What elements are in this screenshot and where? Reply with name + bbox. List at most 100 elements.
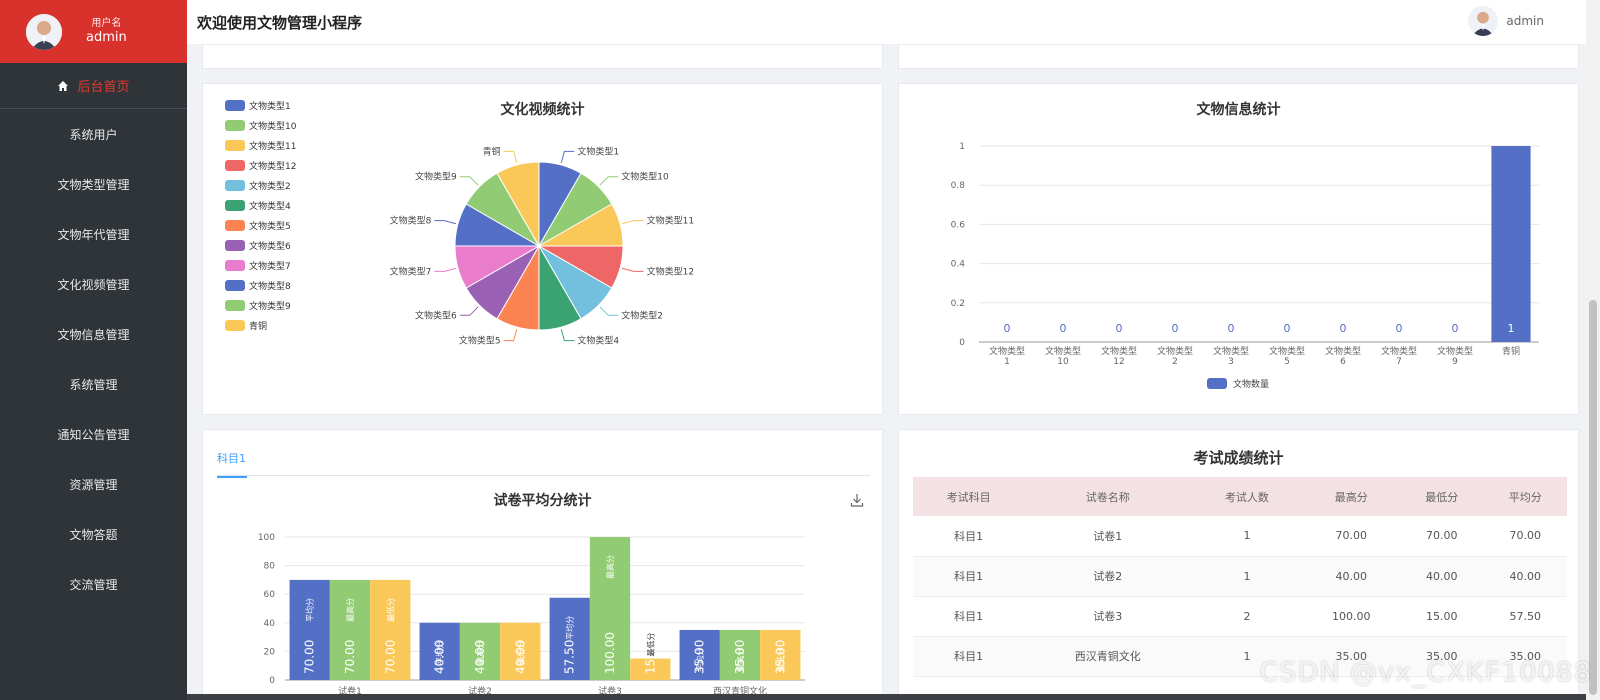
bar-series-label: 平均分	[305, 598, 315, 622]
x-tick-label: 文物类型 2	[1157, 345, 1193, 367]
bar[interactable]	[500, 622, 541, 680]
pie-legend-item[interactable]: 文物类型11	[225, 139, 296, 152]
pie-slice-label: 文物类型6	[415, 309, 457, 321]
user-label: 用户名	[91, 17, 122, 29]
bar-series-label: 平均分	[565, 616, 575, 640]
pie-legend-item[interactable]: 文物类型12	[225, 159, 296, 172]
tab-subject-1[interactable]: 科目1	[217, 450, 247, 478]
bar[interactable]	[289, 579, 330, 680]
x-tick-label: 文物类型 7	[1381, 345, 1417, 367]
pie-legend-item[interactable]: 文物类型9	[225, 299, 291, 312]
header-user[interactable]: admin	[1468, 6, 1544, 36]
bar[interactable]	[329, 579, 371, 680]
bar[interactable]	[630, 658, 671, 680]
scrollbar-thumb[interactable]	[1589, 300, 1597, 695]
pie-legend-item[interactable]: 文物类型10	[225, 119, 296, 132]
sidebar-item[interactable]: 交流管理	[0, 559, 187, 609]
avatar-icon	[26, 13, 62, 50]
bar[interactable]	[719, 629, 761, 680]
legend-swatch	[225, 100, 245, 111]
bar-value-label: 1	[1508, 322, 1515, 335]
x-tick-label: 文物类型 3	[1213, 345, 1249, 367]
legend-swatch	[225, 120, 245, 131]
legend-swatch	[225, 220, 245, 231]
bar-value-label: 35.00	[733, 640, 747, 674]
table-cell: 科目1	[913, 636, 1025, 677]
sidebar-item[interactable]: 系统管理	[0, 359, 187, 409]
sidebar-item[interactable]: 文物类型管理	[0, 159, 187, 209]
sidebar-item[interactable]: 文物信息管理	[0, 309, 187, 359]
pie-slice[interactable]	[496, 161, 540, 248]
pie-legend-item[interactable]: 文物类型4	[225, 199, 291, 212]
pie-legend-item[interactable]: 文物类型1	[225, 99, 291, 112]
table-cell: 40.00	[1302, 556, 1400, 597]
scrollbar[interactable]	[1586, 0, 1600, 700]
pie-legend-item[interactable]: 文物类型8	[225, 279, 291, 292]
table-cell: 40.00	[1399, 556, 1484, 597]
table-row[interactable]: 科目1 西汉青铜文化 1 35.00 35.00 35.00	[913, 636, 1567, 677]
avatar[interactable]	[26, 13, 62, 50]
exam-avg-card: 科目1 试卷平均分统计 0 20 40 60 80 100 70.00 平均分 70.00 最高分…	[202, 429, 883, 700]
legend-swatch	[225, 300, 245, 311]
legend-label: 文物类型10	[249, 122, 297, 132]
sidebar-item-label: 文物类型管理	[57, 177, 130, 192]
legend-label: 文物类型4	[249, 202, 291, 212]
table-cell: 试卷3	[1024, 596, 1192, 637]
pie-legend-item[interactable]: 文物类型5	[225, 219, 291, 232]
menu-home[interactable]: 后台首页	[0, 63, 187, 109]
bar-value-label: 15.00	[643, 640, 657, 674]
y-tick-label: 1	[959, 142, 965, 152]
sidebar-item[interactable]: 文物年代管理	[0, 209, 187, 259]
pie-label-line	[621, 220, 644, 225]
y-tick-label: 0.4	[951, 260, 966, 270]
legend-label: 文物类型7	[249, 262, 291, 272]
pie-legend-item[interactable]: 文物类型2	[225, 179, 291, 192]
sidebar: 用户名 admin 后台首页 系统用户 文物类型管理 文物年代管理 文化视频管理 文物信…	[0, 0, 187, 700]
legend-swatch	[225, 140, 245, 151]
header-avatar[interactable]	[1468, 6, 1499, 36]
table-cell: 35.00	[1483, 636, 1567, 677]
table-row[interactable]: 科目1 试卷1 1 70.00 70.00 70.00	[913, 516, 1567, 557]
table-header-cell: 考试人数	[1191, 477, 1303, 516]
bar[interactable]	[679, 629, 720, 680]
relic-stats-title: 文物信息统计	[1196, 102, 1281, 118]
table-cell: 试卷2	[1024, 556, 1192, 597]
pie-label-line	[560, 328, 575, 342]
pie-legend-item[interactable]: 文物类型7	[225, 259, 291, 272]
sidebar-item[interactable]: 系统用户	[0, 109, 187, 159]
sidebar-item-label: 通知公告管理	[57, 427, 130, 442]
sidebar-item[interactable]: 文化视频管理	[0, 259, 187, 309]
menu-home-label: 后台首页	[77, 80, 130, 95]
bar-value-label: 0	[1060, 322, 1067, 335]
bar-legend[interactable]: 文物数量	[1207, 378, 1269, 390]
header-user-name: admin	[1506, 14, 1544, 28]
pie-legend-item[interactable]: 文物类型6	[225, 239, 291, 252]
bar[interactable]	[1491, 146, 1531, 342]
legend-label: 文物类型1	[249, 102, 291, 112]
legend-swatch	[225, 160, 245, 171]
bar-value-label: 40.00	[513, 640, 527, 674]
table-cell: 科目1	[913, 556, 1025, 597]
bar[interactable]	[549, 597, 590, 680]
table-cell: 40.00	[1483, 556, 1567, 597]
legend-swatch	[225, 280, 245, 291]
bar[interactable]	[459, 622, 501, 680]
sidebar-item[interactable]: 通知公告管理	[0, 409, 187, 459]
pie-legend-item[interactable]: 青铜	[225, 319, 267, 332]
bar[interactable]	[589, 537, 631, 680]
sidebar-item[interactable]: 文物答题	[0, 509, 187, 559]
legend-swatch	[1207, 378, 1227, 389]
table-row[interactable]: 科目1 试卷2 1 40.00 40.00 40.00	[913, 556, 1567, 597]
sidebar-item[interactable]: 资源管理	[0, 459, 187, 509]
bar-series-label: 最低分	[775, 648, 785, 672]
sidebar-item-label: 交流管理	[69, 577, 118, 592]
bar[interactable]	[419, 622, 460, 680]
download-icon[interactable]	[850, 493, 864, 507]
bar[interactable]	[760, 629, 801, 680]
pie-chart: 文物类型1 文物类型10 文物类型11 文物类型12 文物类型2 文物类型4 文物类型5 文物…	[390, 145, 695, 346]
table-row[interactable]: 科目1 试卷3 2 100.00 15.00 57.50	[913, 596, 1567, 637]
x-tick-label: 青铜	[1502, 345, 1520, 357]
sidebar-item-label: 系统用户	[69, 127, 118, 142]
bar[interactable]	[370, 579, 411, 680]
table-cell: 57.50	[1483, 596, 1567, 637]
